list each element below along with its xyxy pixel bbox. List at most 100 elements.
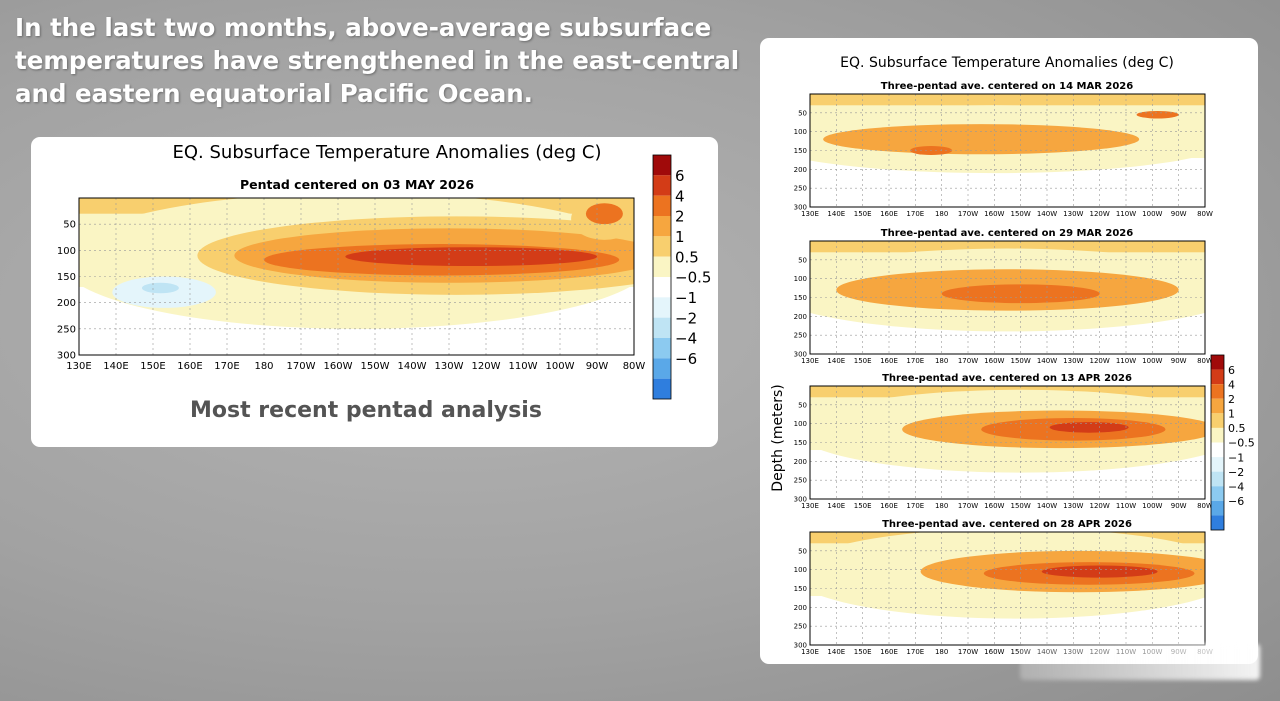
- y-tick-label: 250: [794, 477, 807, 485]
- colorbar-swatch: [1211, 442, 1224, 458]
- colorbar-label: 6: [675, 167, 685, 185]
- y-tick-label: 300: [57, 351, 76, 362]
- x-tick-label: 170W: [958, 648, 978, 656]
- x-tick-label: 150E: [854, 210, 872, 218]
- panel: Three-pentad ave. centered on 28 APR 202…: [794, 519, 1213, 656]
- y-tick-label: 150: [57, 272, 76, 283]
- y-tick-label: 200: [794, 313, 807, 321]
- plot-frame: [809, 93, 1206, 208]
- x-tick-label: 160W: [984, 648, 1004, 656]
- y-tick-label: 100: [794, 566, 807, 574]
- colorbar-swatch: [1211, 369, 1224, 385]
- plot-frame: [809, 385, 1206, 500]
- anomaly-field: [810, 94, 1205, 207]
- x-tick-label: 150W: [1011, 210, 1031, 218]
- x-tick-label: 170E: [906, 502, 924, 510]
- plot-frame: [809, 531, 1206, 646]
- y-tick-label: 50: [798, 109, 807, 117]
- x-tick-label: 160E: [177, 361, 202, 372]
- colorbar-label: 1: [1228, 408, 1235, 421]
- x-tick-label: 110W: [1116, 210, 1136, 218]
- y-tick-label: 50: [63, 220, 76, 231]
- anomaly-contour: [1049, 422, 1129, 433]
- x-tick-label: 150E: [854, 648, 872, 656]
- colorbar-label: 0.5: [675, 248, 699, 266]
- anomaly-contour: [823, 124, 1140, 155]
- x-tick-label: 140W: [1037, 210, 1057, 218]
- colorbar-swatch: [653, 277, 671, 298]
- colorbar-swatch: [1211, 427, 1224, 443]
- y-tick-label: 150: [794, 585, 807, 593]
- x-tick-label: 170E: [214, 361, 239, 372]
- x-tick-label: 130E: [801, 502, 819, 510]
- y-axis-label: Depth (meters): [770, 384, 786, 491]
- y-tick-label: 150: [794, 294, 807, 302]
- x-tick-label: 90W: [1171, 502, 1187, 510]
- y-tick-label: 300: [794, 641, 807, 649]
- x-tick-label: 160W: [984, 502, 1004, 510]
- x-tick-label: 140W: [1037, 357, 1057, 365]
- colorbar-swatch: [1211, 355, 1224, 370]
- x-tick-label: 160W: [324, 361, 353, 372]
- surface-warm-layer: [810, 94, 1205, 106]
- y-tick-label: 100: [57, 246, 76, 257]
- caption: Most recent pentad analysis: [190, 398, 542, 423]
- colorbar-label: 6: [1228, 364, 1235, 377]
- x-tick-label: 130W: [1063, 357, 1083, 365]
- recent-panels-chart: EQ. Subsurface Temperature Anomalies (de…: [770, 55, 1255, 656]
- x-tick-label: 130W: [1063, 210, 1083, 218]
- panel-subtitle: Three-pentad ave. centered on 13 APR 202…: [882, 373, 1132, 384]
- x-tick-label: 160W: [984, 210, 1004, 218]
- y-tick-label: 300: [794, 350, 807, 358]
- colorbar-swatch: [653, 256, 671, 277]
- x-tick-label: 170E: [906, 210, 924, 218]
- y-tick-label: 150: [794, 147, 807, 155]
- x-tick-label: 130E: [801, 648, 819, 656]
- x-tick-label: 150E: [140, 361, 165, 372]
- anomaly-contour: [141, 282, 179, 294]
- chart-subtitle: Pentad centered on 03 MAY 2026: [240, 177, 474, 192]
- colorbar-swatch: [653, 175, 671, 196]
- x-tick-label: 150W: [1011, 357, 1031, 365]
- chart-title: EQ. Subsurface Temperature Anomalies (de…: [173, 142, 602, 163]
- plot-frame: [809, 240, 1206, 355]
- y-tick-label: 50: [798, 401, 807, 409]
- panel-subtitle: Three-pentad ave. centered on 29 MAR 202…: [881, 228, 1134, 239]
- anomaly-field: [79, 198, 634, 355]
- x-tick-label: 170E: [906, 357, 924, 365]
- x-tick-label: 170W: [287, 361, 316, 372]
- x-tick-label: 80W: [1197, 357, 1213, 365]
- x-tick-label: 90W: [1171, 210, 1187, 218]
- colorbar-frame: [652, 154, 672, 400]
- y-tick-label: 200: [57, 298, 76, 309]
- colorbar-swatch: [653, 317, 671, 338]
- x-tick-label: 110W: [509, 361, 538, 372]
- x-tick-label: 130W: [435, 361, 464, 372]
- x-tick-label: 120W: [472, 361, 501, 372]
- x-tick-label: 160W: [984, 357, 1004, 365]
- colorbar-label: 1: [675, 228, 685, 246]
- colorbar-label: −1: [1228, 451, 1244, 464]
- x-tick-label: 90W: [1171, 357, 1187, 365]
- colorbar-swatch: [653, 338, 671, 359]
- colorbar-label: −6: [675, 350, 697, 368]
- plot-frame: [78, 197, 635, 356]
- colorbar-label: −4: [675, 330, 697, 348]
- x-tick-label: 140E: [103, 361, 128, 372]
- x-tick-label: 80W: [1197, 502, 1213, 510]
- colorbar-label: −0.5: [675, 269, 711, 287]
- x-tick-label: 160E: [880, 502, 898, 510]
- x-tick-label: 150W: [1011, 502, 1031, 510]
- colorbar-frame: [1210, 354, 1225, 531]
- x-tick-label: 170E: [906, 648, 924, 656]
- x-tick-label: 180: [935, 502, 948, 510]
- x-tick-label: 100W: [546, 361, 575, 372]
- x-tick-label: 180: [254, 361, 273, 372]
- anomaly-contour: [1136, 110, 1179, 119]
- x-tick-label: 160E: [880, 210, 898, 218]
- x-tick-label: 140E: [827, 648, 845, 656]
- x-tick-label: 170W: [958, 502, 978, 510]
- y-tick-label: 200: [794, 458, 807, 466]
- colorbar-label: 4: [1228, 378, 1235, 391]
- y-tick-label: 250: [794, 623, 807, 631]
